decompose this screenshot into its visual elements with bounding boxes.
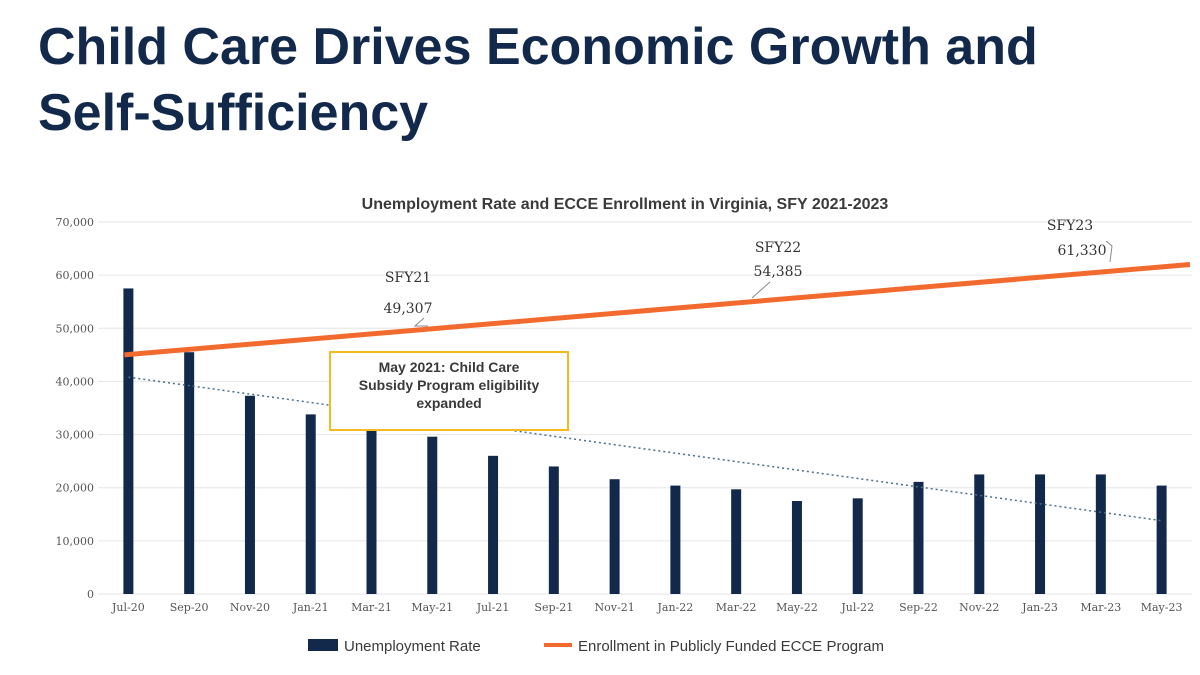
x-tick-label: Nov-21 (595, 601, 635, 614)
legend: Unemployment Rate Enrollment in Publicly … (308, 638, 884, 655)
bar-Jul-21 (488, 455, 499, 594)
bar-Nov-21 (609, 479, 620, 594)
x-tick-label: Jan-22 (656, 601, 693, 614)
bar-Jul-20 (123, 288, 134, 594)
annotation-value: 54,385 (754, 264, 803, 280)
annotation-label: SFY23 (1047, 218, 1093, 234)
x-tick-label: Mar-22 (716, 601, 757, 614)
x-tick-label: Jul-20 (111, 601, 145, 614)
callout-line: May 2021: Child Care (379, 359, 520, 375)
bar-Nov-22 (974, 474, 985, 594)
x-tick-label: Jul-21 (476, 601, 510, 614)
x-tick-label: Mar-21 (351, 601, 392, 614)
y-tick-label: 70,000 (56, 216, 95, 229)
unemployment-trendline (128, 376, 1162, 522)
callout-line: Subsidy Program eligibility (359, 377, 540, 393)
bar-Mar-22 (731, 489, 742, 594)
gridlines (98, 221, 1192, 595)
enrollment-line-group (124, 262, 1191, 358)
x-tick-label: May-23 (1141, 601, 1183, 614)
bar-Sep-20 (184, 352, 195, 594)
y-tick-label: 30,000 (56, 429, 95, 442)
annotation-value: 61,330 (1058, 243, 1107, 259)
bar-Sep-21 (548, 466, 559, 594)
x-tick-label: May-22 (776, 601, 818, 614)
y-axis-ticks: 0 10,000 20,000 30,000 40,000 50,000 60,000 70,… (56, 216, 95, 601)
bar-Mar-23 (1095, 474, 1106, 594)
bar-Mar-21 (366, 422, 377, 594)
bar-Sep-22 (913, 481, 924, 594)
trendline (128, 376, 1162, 522)
slide-title-line-2: Self-Sufficiency (38, 84, 429, 142)
callout-box: May 2021: Child Care Subsidy Program elig… (329, 351, 569, 431)
bar-Nov-20 (244, 395, 255, 594)
x-tick-label: Nov-22 (959, 601, 999, 614)
y-tick-label: 60,000 (56, 269, 95, 282)
annotation-label: SFY22 (755, 240, 801, 256)
y-tick-label: 50,000 (56, 322, 95, 335)
y-tick-label: 10,000 (56, 535, 95, 548)
slide-title-line-1: Child Care Drives Economic Growth and (38, 18, 1038, 76)
enrollment-line (124, 262, 1191, 358)
x-axis-ticks: Jul-20 Sep-20 Nov-20 Jan-21 Mar-21 May-21 Jul-… (111, 601, 1182, 614)
x-tick-label: Mar-23 (1080, 601, 1121, 614)
x-tick-label: Sep-20 (170, 601, 209, 614)
bar-Jul-22 (852, 498, 863, 594)
x-tick-label: May-21 (411, 601, 453, 614)
x-tick-label: Sep-22 (899, 601, 938, 614)
x-tick-label: Jul-22 (840, 601, 874, 614)
callout-border (329, 351, 569, 431)
annotation-leader (751, 281, 771, 299)
annotation-label: SFY21 (385, 270, 431, 286)
sfy-annotations: SFY21 49,307 SFY22 54,385 SFY23 61,330 (384, 218, 1113, 327)
legend-swatch-unemployment (308, 639, 338, 651)
legend-label-unemployment: Unemployment Rate (344, 638, 481, 655)
annotation-value: 49,307 (384, 301, 433, 317)
x-tick-label: Jan-23 (1021, 601, 1058, 614)
bar-Jan-21 (305, 414, 316, 594)
bar-Jan-22 (670, 485, 681, 594)
x-tick-label: Jan-21 (292, 601, 329, 614)
chart-title: Unemployment Rate and ECCE Enrollment in… (362, 196, 889, 213)
bar-May-22 (791, 501, 802, 594)
bar-May-21 (427, 436, 438, 594)
legend-label-enrollment: Enrollment in Publicly Funded ECCE Progr… (578, 638, 884, 655)
x-tick-label: Nov-20 (230, 601, 270, 614)
callout-line: expanded (416, 395, 481, 411)
bar-series (123, 288, 1167, 594)
y-tick-label: 20,000 (56, 482, 95, 495)
bar-Jan-23 (1035, 474, 1046, 594)
annotation-leader (413, 317, 428, 327)
y-tick-label: 0 (87, 588, 94, 601)
y-tick-label: 40,000 (56, 375, 95, 388)
annotation-leader (1105, 240, 1113, 263)
bar-May-23 (1156, 485, 1167, 594)
x-tick-label: Sep-21 (534, 601, 573, 614)
slide-title: Child Care Drives Economic Growth and Se… (38, 14, 1178, 146)
